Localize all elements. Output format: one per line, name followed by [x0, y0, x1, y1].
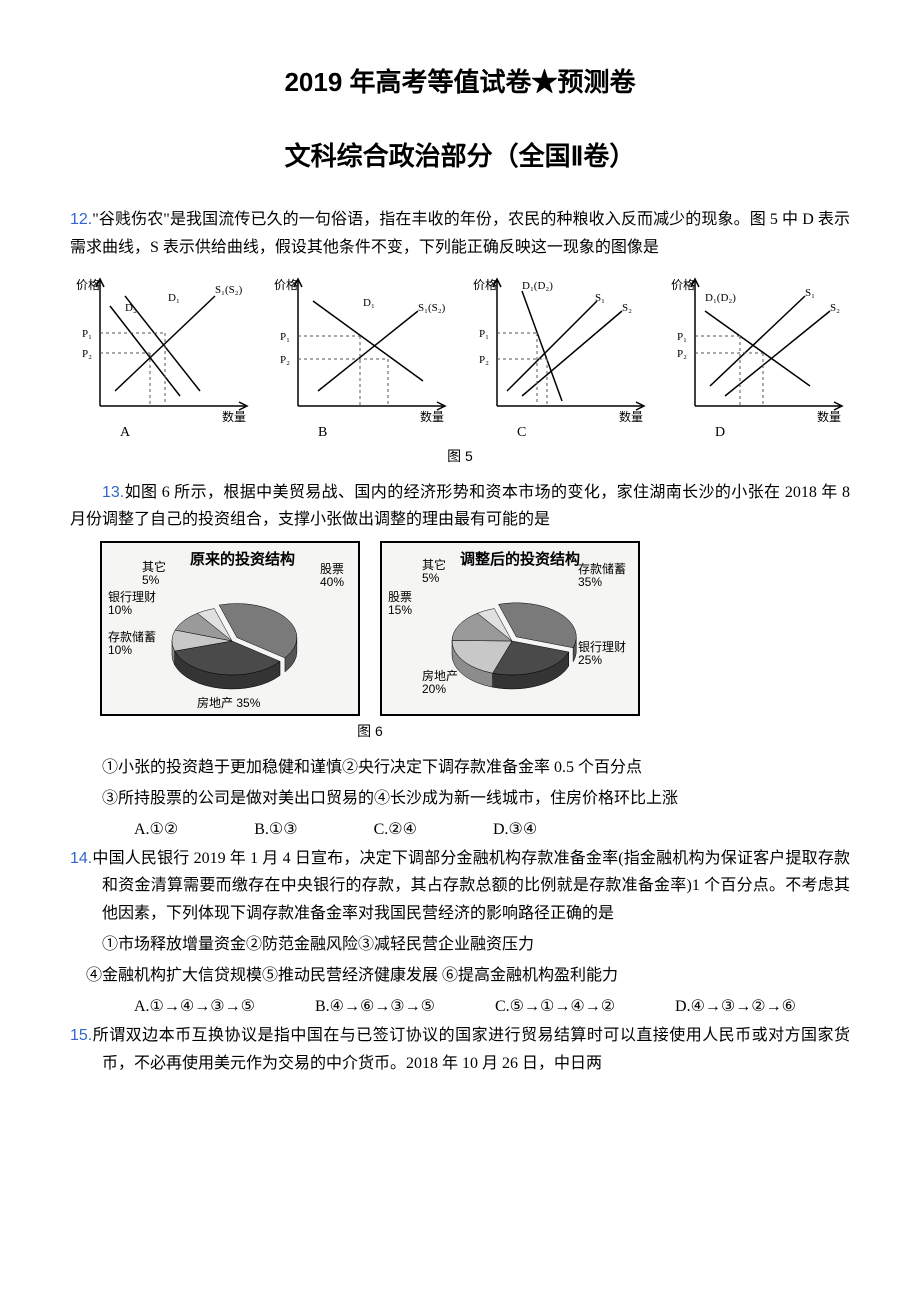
d-label-b: D₁: [363, 297, 375, 309]
q13-num: 13.: [102, 484, 124, 501]
s-label-b: S₁(S₂): [418, 302, 446, 314]
q13-opt-d: D.③④: [461, 816, 537, 843]
q13-opt-a: A.①②: [102, 816, 178, 843]
chart-c-label: C: [517, 425, 526, 440]
chart-b: 价格 数量 D₁ S₁(S₂) P₁ P₂ B: [268, 271, 453, 441]
y-axis-label-b: 价格: [274, 277, 298, 292]
p2-a: P₂: [82, 348, 92, 360]
p2-b: P₂: [280, 354, 290, 366]
q14-opt-a: A.①→④→③→⑤: [102, 993, 255, 1020]
figure5-row: 价格 数量 S₁(S₂) D₁ D₂ P₁ P₂ A 价格 数量 D₁ S₁(S…: [70, 271, 850, 441]
chart-d-label: D: [715, 425, 725, 440]
p1-c: P₁: [479, 328, 489, 340]
pl-save: 存款储蓄10%: [108, 631, 156, 657]
q12-num: 12.: [70, 211, 92, 228]
d2-label-a: D₂: [125, 302, 137, 314]
pl-other: 其它5%: [142, 561, 166, 587]
chart-c: 价格 数量 D₁(D₂) S₁ S₂ P₁ P₂ C: [467, 271, 652, 441]
q15-num: 15.: [70, 1027, 92, 1044]
y-axis-label-c: 价格: [473, 277, 497, 292]
pl-bank: 银行理财10%: [108, 591, 156, 617]
pie-right: 调整后的投资结构 存款储蓄35% 银行理财25% 房地产20% 股票15% 其它…: [380, 541, 640, 716]
pr-bank: 银行理财25%: [578, 641, 626, 667]
pie-left: 原来的投资结构 股票40% 房地产 35% 存款储蓄10% 银行理财10% 其它…: [100, 541, 360, 716]
x-axis-label-b: 数量: [420, 409, 444, 424]
q13-text: 13.如图 6 所示，根据中美贸易战、国内的经济形势和资本市场的变化，家住湖南长…: [70, 479, 850, 533]
q14-text: 14.中国人民银行 2019 年 1 月 4 日宣布，决定下调部分金融机构存款准…: [70, 845, 850, 927]
q13-opt-c: C.②④: [342, 816, 417, 843]
chart-a-label: A: [120, 425, 131, 440]
s2-label-d: S₂: [830, 302, 840, 314]
chart-b-label: B: [318, 425, 327, 440]
pl-stock: 股票40%: [320, 563, 344, 589]
chart-d: 价格 数量 D₁(D₂) S₁ S₂ P₁ P₂ D: [665, 271, 850, 441]
x-axis-label: 数量: [222, 409, 246, 424]
s1-label-d: S₁: [805, 287, 815, 299]
s2-label-c: S₂: [622, 302, 632, 314]
q15-body: 所谓双边本币互换协议是指中国在与已签订协议的国家进行贸易结算时可以直接使用人民币…: [92, 1027, 850, 1071]
pr-house: 房地产20%: [422, 670, 458, 696]
q13-body: 如图 6 所示，根据中美贸易战、国内的经济形势和资本市场的变化，家住湖南长沙的小…: [70, 484, 850, 528]
x-axis-label-d: 数量: [817, 409, 841, 424]
p1-b: P₁: [280, 331, 290, 343]
pr-save: 存款储蓄35%: [578, 563, 626, 589]
q13-line1: ①小张的投资趋于更加稳健和谨慎②央行决定下调存款准备金率 0.5 个百分点: [70, 754, 850, 781]
s1-label-c: S₁: [595, 292, 605, 304]
x-axis-label-c: 数量: [619, 409, 643, 424]
y-axis-label-d: 价格: [671, 277, 695, 292]
pl-house: 房地产 35%: [197, 697, 260, 710]
main-title: 2019 年高考等值试卷★预测卷: [70, 60, 850, 104]
p1-d: P₁: [677, 331, 687, 343]
p2-c: P₂: [479, 354, 489, 366]
q14-opt-c: C.⑤→①→④→②: [463, 993, 615, 1020]
q14-opt-d: D.④→③→②→⑥: [643, 993, 796, 1020]
chart-a: 价格 数量 S₁(S₂) D₁ D₂ P₁ P₂ A: [70, 271, 255, 441]
d-label-d: D₁(D₂): [705, 292, 736, 304]
pr-stock: 股票15%: [388, 591, 412, 617]
q12-text: 12."谷贱伤农"是我国流传已久的一句俗语，指在丰收的年份，农民的种粮收入反而减…: [70, 206, 850, 260]
p1-a: P₁: [82, 328, 92, 340]
s-label-a: S₁(S₂): [215, 284, 243, 296]
d-label-c: D₁(D₂): [522, 280, 553, 292]
pr-other: 其它5%: [422, 559, 446, 585]
fig6-caption: 图 6: [0, 720, 850, 744]
y-axis-label: 价格: [76, 277, 100, 292]
q13-line2: ③所持股票的公司是做对美出口贸易的④长沙成为新一线城市，住房价格环比上涨: [70, 785, 850, 812]
q14-line3: ④金融机构扩大信贷规模⑤推动民营经济健康发展 ⑥提高金融机构盈利能力: [70, 962, 850, 989]
q14-body: 中国人民银行 2019 年 1 月 4 日宣布，决定下调部分金融机构存款准备金率…: [92, 850, 850, 921]
q12-body: "谷贱伤农"是我国流传已久的一句俗语，指在丰收的年份，农民的种粮收入反而减少的现…: [70, 211, 850, 255]
q15-text: 15.所谓双边本币互换协议是指中国在与已签订协议的国家进行贸易结算时可以直接使用…: [70, 1022, 850, 1076]
q14-line2: ①市场释放增量资金②防范金融风险③减轻民营企业融资压力: [70, 931, 850, 958]
fig5-caption: 图 5: [70, 445, 850, 469]
q13-options: A.①② B.①③ C.②④ D.③④: [70, 816, 850, 843]
q14-options: A.①→④→③→⑤ B.④→⑥→③→⑤ C.⑤→①→④→② D.④→③→②→⑥: [70, 993, 850, 1020]
q14-num: 14.: [70, 850, 92, 867]
figure6-row: 原来的投资结构 股票40% 房地产 35% 存款储蓄10% 银行理财10% 其它…: [100, 541, 850, 716]
q14-opt-b: B.④→⑥→③→⑤: [283, 993, 435, 1020]
q13-opt-b: B.①③: [222, 816, 297, 843]
sub-title: 文科综合政治部分（全国Ⅱ卷）: [70, 134, 850, 178]
p2-d: P₂: [677, 348, 687, 360]
d1-label-a: D₁: [168, 292, 180, 304]
